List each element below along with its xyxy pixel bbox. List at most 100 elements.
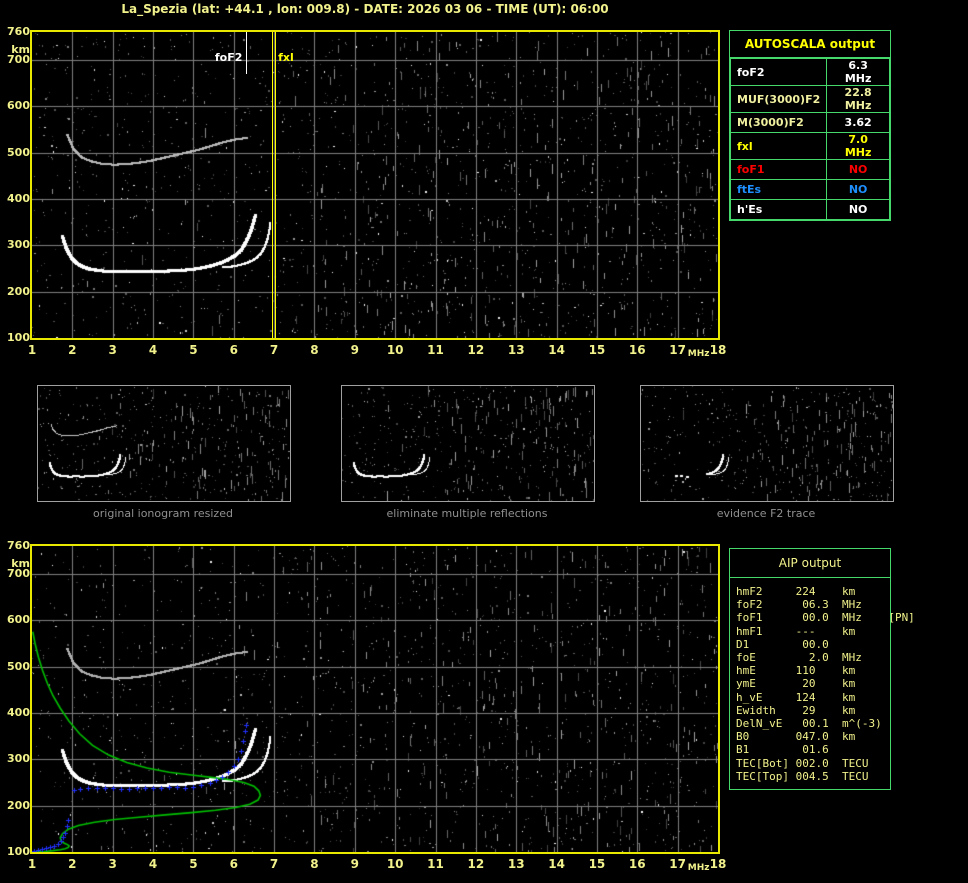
x-axis-tick-label: 12 (467, 343, 485, 357)
y-axis-tick-label: 100 (7, 845, 30, 858)
y-axis-unit-label: km (11, 43, 30, 56)
bottom-ionogram-plot[interactable] (30, 544, 720, 854)
thumbnail-caption: original ionogram resized (93, 507, 233, 520)
aip-row-d1: D1 00.0 (736, 637, 889, 651)
x-axis-tick-label: 3 (108, 343, 117, 357)
thumbnail-caption: evidence F2 trace (716, 507, 816, 520)
x-axis-tick-label: 2 (68, 857, 77, 871)
x-axis-tick-label: 16 (628, 857, 646, 871)
x-axis-tick-label: 15 (588, 343, 606, 357)
y-axis-tick-label: 300 (7, 752, 30, 766)
autoscala-rows: foF2 6.3 MHz MUF(3000)F2 22.8 MHz M(3000)F2 3… (729, 58, 890, 220)
aip-row-fof2: foF2 06.3 MHz (736, 598, 889, 612)
frequency-marker-line-foF2 (245, 32, 247, 74)
thumbnail-caption: eliminate multiple reflections (386, 507, 548, 520)
x-axis-tick-label: 4 (148, 857, 158, 871)
autoscala-key: foF1 (729, 159, 828, 180)
y-axis-tick-label: 760 (7, 25, 30, 38)
x-axis-tick-label: 13 (507, 857, 525, 871)
x-axis-tick-label: 6 (229, 343, 238, 357)
thumbnail-canvas-filtered (342, 386, 594, 501)
top-ionogram-canvas (32, 32, 718, 338)
x-axis-tick-label: 5 (189, 857, 198, 871)
autoscala-row-m3000f2: M(3000)F2 3.62 (729, 112, 890, 133)
y-axis-tick-label: 500 (7, 145, 30, 159)
x-axis-tick-label: 6 (229, 857, 238, 871)
x-axis-tick-label: 5 (189, 343, 198, 357)
autoscala-key: h'Es (729, 199, 828, 220)
x-axis-tick-label: 9 (350, 343, 359, 357)
thumbnail-filtered[interactable] (341, 385, 595, 502)
autoscala-value: NO (826, 199, 890, 220)
x-axis-tick-label: 10 (386, 343, 404, 357)
x-axis-tick-label: 12 (467, 857, 485, 871)
x-axis-tick-label: 9 (350, 857, 359, 871)
x-axis-tick-label: 11 (427, 857, 444, 871)
frequency-marker-label-fxl: fxl (278, 51, 294, 64)
aip-output-table: AIP output hmF2 224 km foF2 06.3 MHz foF… (729, 548, 915, 791)
page-title: La_Spezia (lat: +44.1 , lon: 009.8) - DA… (121, 2, 609, 16)
autoscala-value: 22.8 MHz (826, 85, 890, 113)
autoscala-row-fof1: foF1 NO (729, 159, 890, 180)
bottom-ionogram-canvas (32, 546, 718, 852)
y-axis-tick-label: 600 (7, 613, 30, 627)
y-axis-tick-label: 600 (7, 99, 30, 113)
autoscala-key: ftEs (729, 179, 828, 200)
y-axis-tick-label: 200 (7, 284, 30, 298)
thumbnail-canvas-original (38, 386, 290, 501)
frequency-marker-line-fxl (272, 32, 274, 338)
thumbnail-original[interactable] (37, 385, 291, 502)
x-axis-tick-label: 14 (548, 343, 565, 357)
x-axis-tick-label: 10 (386, 857, 404, 871)
aip-rows: hmF2 224 km foF2 06.3 MHz foF1 00.0 MHz … (730, 578, 915, 789)
autoscala-row-fxl: fxl 7.0 MHz (729, 132, 890, 160)
x-axis-tick-label: 8 (310, 857, 319, 871)
aip-row-foe: foE 2.0 MHz (736, 651, 889, 665)
x-axis-unit-label: MHz (687, 863, 710, 873)
x-axis-tick-label: 13 (507, 343, 525, 357)
x-axis-tick-label: 14 (548, 857, 565, 871)
autoscala-row-muf3000f2: MUF(3000)F2 22.8 MHz (729, 85, 890, 113)
aip-title: AIP output (730, 549, 890, 578)
autoscala-value: 3.62 (826, 112, 890, 133)
x-axis-tick-label: 3 (108, 857, 117, 871)
x-axis-tick-label: 2 (68, 343, 77, 357)
autoscala-value: 7.0 MHz (826, 132, 890, 160)
autoscala-key: M(3000)F2 (729, 112, 828, 133)
y-axis-tick-label: 100 (7, 331, 30, 344)
y-axis-tick-label: 400 (7, 191, 30, 205)
autoscala-title: AUTOSCALA output (730, 31, 890, 58)
y-axis-tick-label: 200 (7, 798, 30, 812)
aip-row-hmf2: hmF2 224 km (736, 585, 889, 598)
top-ionogram-plot[interactable] (30, 30, 720, 340)
x-axis-tick-label: 18 (709, 857, 727, 871)
top-ionogram-panel: 760 700 600 500 400 300 200 100 km 1 2 3 4 5 6 7 8 9 10 11 1… (0, 22, 730, 359)
x-axis-tick-label: 8 (310, 343, 319, 357)
frequency-marker-line-fxl (275, 32, 277, 338)
y-axis-tick-label: 300 (7, 238, 30, 252)
x-axis-tick-label: 4 (148, 343, 158, 357)
y-axis-tick-label: 700 (7, 566, 30, 580)
autoscala-key: MUF(3000)F2 (729, 85, 828, 113)
x-axis-tick-label: 16 (628, 343, 646, 357)
autoscala-key: foF2 (729, 58, 828, 86)
autoscala-key: fxl (729, 132, 828, 160)
y-axis-unit-label: km (11, 557, 30, 570)
x-axis-tick-label: 17 (669, 857, 686, 871)
x-axis-unit-label: MHz (687, 349, 710, 359)
aip-row-tectop: TEC[Top] 004.5 TECU (736, 769, 889, 783)
aip-row-hme: hmE 110 km (736, 664, 889, 678)
aip-row-yme: ymE 20 km (736, 677, 889, 691)
aip-row-b1: B1 01.6 (736, 743, 889, 757)
x-axis-tick-label: 7 (269, 343, 279, 357)
thumbnail-f2only[interactable] (640, 385, 894, 502)
autoscala-value: NO (826, 159, 890, 180)
x-axis-tick-label: 18 (709, 343, 727, 357)
autoscala-row-hes: h'Es NO (729, 199, 890, 220)
y-axis-tick-label: 700 (7, 52, 30, 66)
x-axis-tick-label: 1 (27, 343, 37, 357)
x-axis-tick-label: 15 (588, 857, 606, 871)
y-axis-tick-label: 760 (7, 539, 30, 552)
aip-row-b0: B0 047.0 km (736, 730, 889, 744)
thumbnail-canvas-f2only (641, 386, 893, 501)
